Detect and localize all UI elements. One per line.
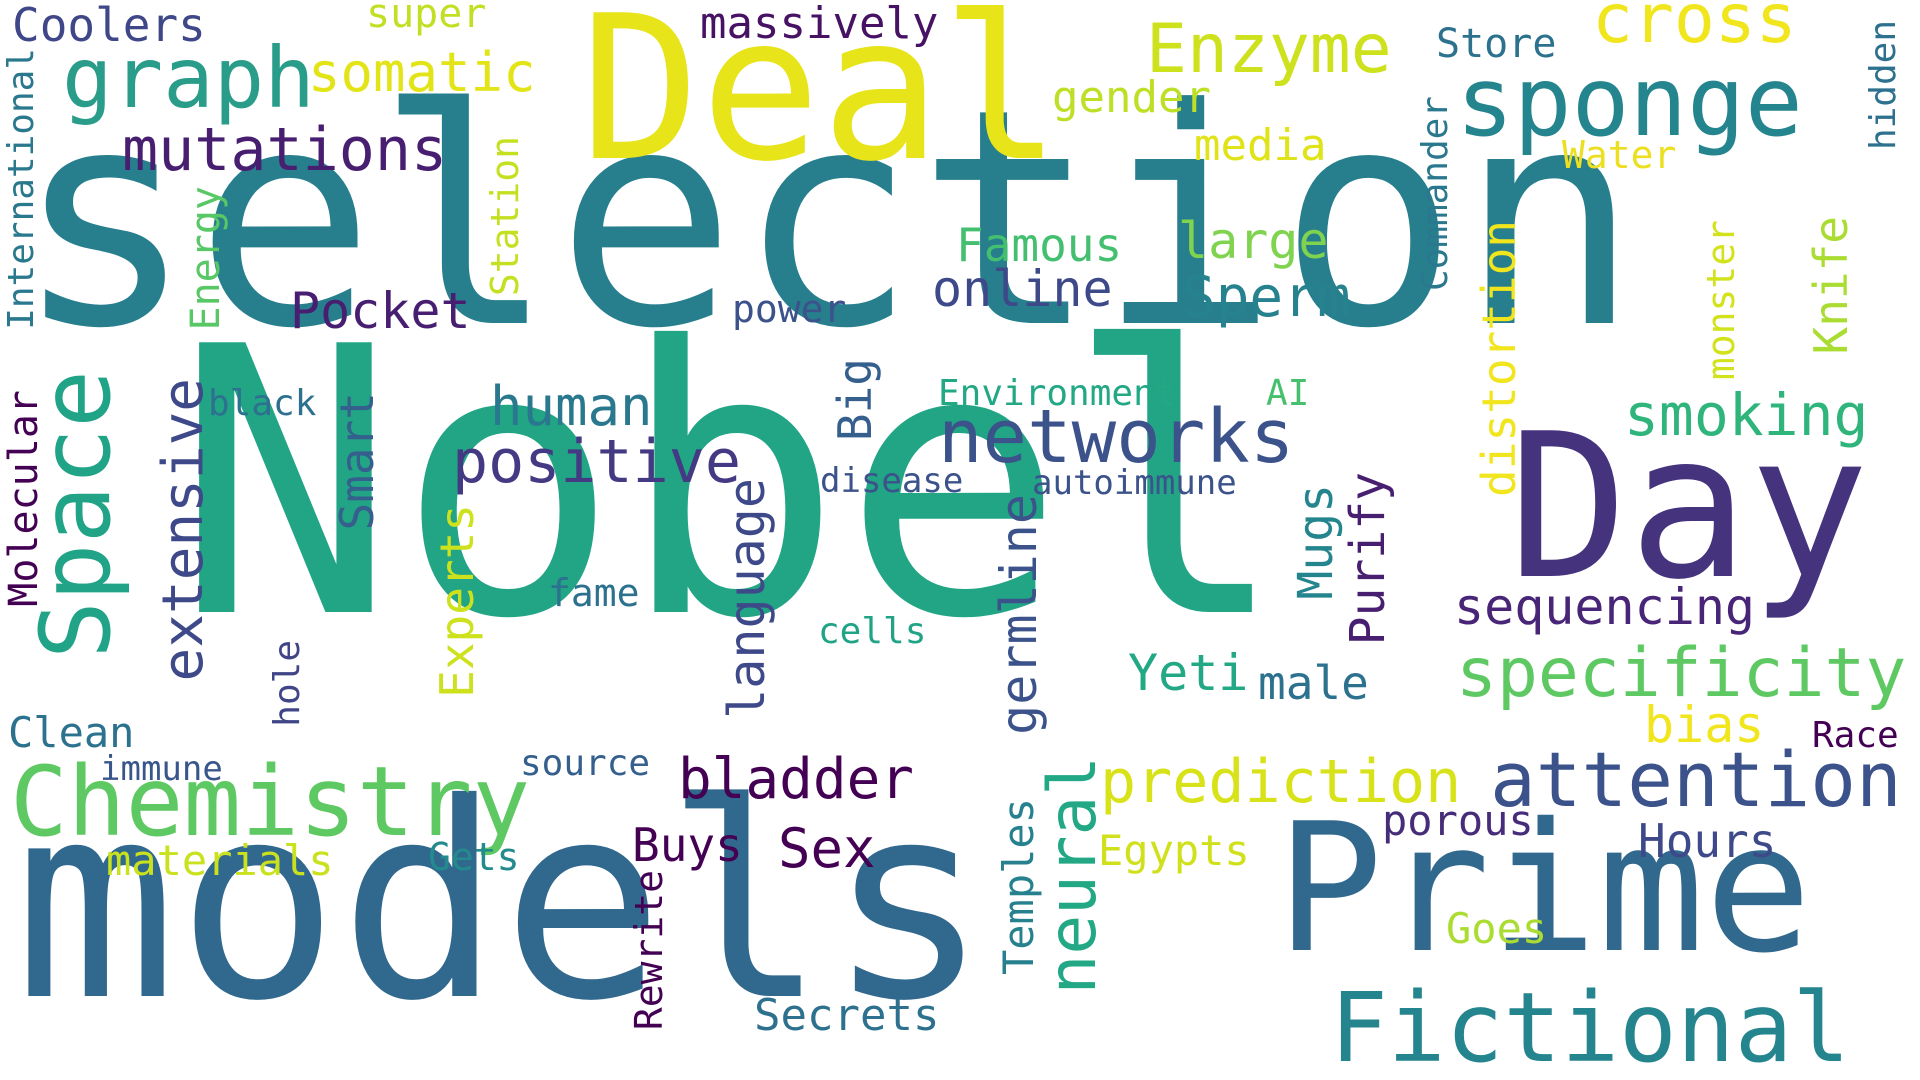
word-clean: Clean bbox=[8, 708, 135, 757]
word-sponge: sponge bbox=[1456, 46, 1803, 158]
word-pocket: Pocket bbox=[290, 282, 471, 340]
word-knife: Knife bbox=[1804, 216, 1858, 355]
word-language: language bbox=[718, 478, 776, 719]
word-day: Day bbox=[1508, 391, 1870, 624]
word-bias: bias bbox=[1644, 696, 1765, 754]
word-purify: Purify bbox=[1340, 472, 1396, 646]
word-rewrite: Rewrite bbox=[627, 870, 671, 1031]
word-neural: neural bbox=[1034, 756, 1111, 995]
word-attention: attention bbox=[1490, 735, 1902, 824]
word-immune: immune bbox=[100, 749, 223, 789]
word-disease: disease bbox=[820, 461, 964, 501]
word-somatic: somatic bbox=[308, 41, 536, 104]
word-sperm: Sperm bbox=[1182, 265, 1351, 330]
word-coolers: Coolers bbox=[12, 0, 206, 52]
word-commander: Commander bbox=[1415, 96, 1456, 292]
word-extensive: extensive bbox=[151, 378, 216, 682]
word-chemistry: Chemistry bbox=[10, 746, 531, 858]
word-experts: Experts bbox=[430, 504, 484, 698]
word-water: Water bbox=[1562, 133, 1677, 177]
word-super: super bbox=[366, 0, 487, 37]
word-international: International bbox=[1, 48, 42, 330]
word-hours: Hours bbox=[1638, 814, 1777, 868]
word-germline: germline bbox=[990, 494, 1048, 735]
word-prediction: prediction bbox=[1100, 747, 1462, 817]
word-environment: Environment bbox=[938, 373, 1177, 414]
word-big: Big bbox=[828, 358, 882, 442]
word-cross: cross bbox=[1592, 0, 1797, 59]
word-specificity: specificity bbox=[1456, 634, 1907, 713]
word-source: source bbox=[520, 743, 651, 784]
word-fame: fame bbox=[548, 571, 640, 615]
word-gender: gender bbox=[1052, 72, 1211, 123]
word-deal: Deal bbox=[580, 0, 1062, 206]
word-nobel: Nobel bbox=[174, 270, 1288, 700]
word-race: Race bbox=[1812, 715, 1899, 756]
word-male: male bbox=[1258, 656, 1369, 710]
word-sex: Sex bbox=[778, 817, 876, 880]
word-large: large bbox=[1178, 212, 1329, 270]
word-mugs: Mugs bbox=[1288, 484, 1344, 600]
word-porous: porous bbox=[1382, 796, 1534, 845]
word-monster: monster bbox=[1699, 220, 1743, 381]
word-bladder: bladder bbox=[678, 747, 915, 812]
word-hidden: hidden bbox=[1863, 20, 1904, 151]
word-yeti: Yeti bbox=[1128, 644, 1249, 702]
word-smart: Smart bbox=[330, 392, 384, 531]
word-smoking: smoking bbox=[1624, 381, 1869, 449]
word-models: models bbox=[14, 745, 990, 1060]
word-secrets: Secrets bbox=[754, 990, 940, 1041]
word-store: Store bbox=[1436, 21, 1557, 67]
word-graph: graph bbox=[62, 29, 315, 127]
word-goes: Goes bbox=[1446, 904, 1548, 953]
word-hole: hole bbox=[267, 640, 308, 727]
word-black: black bbox=[208, 383, 317, 424]
word-power: power bbox=[732, 287, 847, 331]
word-molecular: Molecular bbox=[1, 390, 47, 607]
word-media: media bbox=[1194, 120, 1327, 171]
word-sequencing: sequencing bbox=[1454, 578, 1756, 636]
word-selection: selection bbox=[14, 45, 1640, 394]
word-positive: positive bbox=[452, 427, 741, 497]
word-buys: Buys bbox=[632, 818, 743, 872]
word-autoimmune: autoimmune bbox=[1032, 463, 1237, 503]
word-cells: cells bbox=[818, 611, 927, 652]
word-temples: Temples bbox=[994, 798, 1043, 976]
word-materials: materials bbox=[106, 836, 334, 885]
word-energy: Energy bbox=[183, 186, 229, 331]
word-famous: Famous bbox=[956, 218, 1123, 272]
word-egypts: Egypts bbox=[1098, 826, 1250, 875]
word-distortion: distortion bbox=[1472, 220, 1526, 497]
word-mutations: mutations bbox=[122, 115, 448, 185]
word-gets: Gets bbox=[428, 835, 520, 879]
word-station: Station bbox=[483, 136, 527, 297]
word-fictional: Fictional bbox=[1330, 972, 1851, 1080]
word-networks: networks bbox=[938, 394, 1295, 480]
word-enzyme: Enzyme bbox=[1146, 10, 1392, 89]
word-prime: Prime bbox=[1276, 785, 1812, 992]
word-human: human bbox=[490, 375, 653, 438]
word-ai: AI bbox=[1266, 373, 1310, 414]
word-massively: massively bbox=[700, 0, 939, 49]
word-online: online bbox=[932, 260, 1113, 318]
